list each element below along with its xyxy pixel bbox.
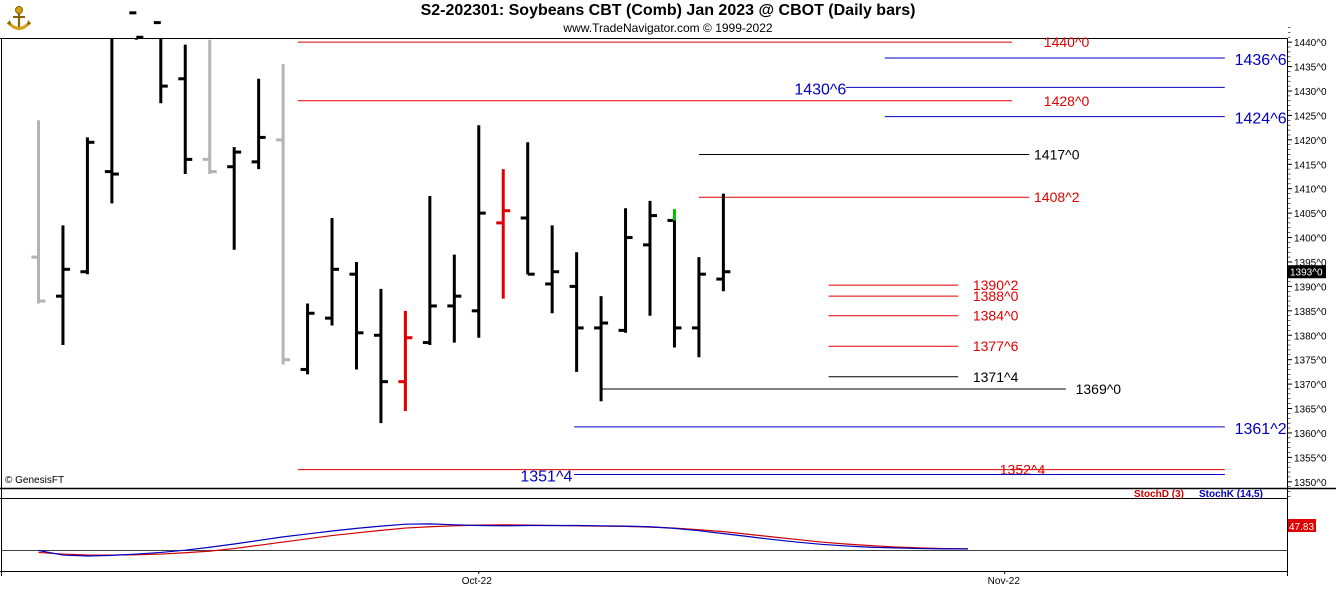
price-tick-label: 1365^0 [1294, 405, 1327, 416]
chart-title: S2-202301: Soybeans CBT (Comb) Jan 2023 … [420, 2, 916, 19]
price-axis: 1350^0 1355^0 1360^0 1365^0 1370^0 1375^0 1380… [1288, 27, 1327, 497]
ohlc-bar [202, 39, 217, 175]
price-tick-label: 1430^0 [1294, 87, 1327, 98]
price-tick-label: 1370^0 [1294, 380, 1327, 391]
last-price-label: 1393^0 [1290, 268, 1323, 279]
level-label: 1436^6 [1235, 52, 1287, 69]
price-tick-label: 1415^0 [1294, 160, 1327, 171]
stoch-legend-d: StochD (3) [1134, 489, 1184, 500]
level-label: 1369^0 [1076, 381, 1122, 397]
level-label: 1390^2 [973, 277, 1019, 293]
price-tick-label: 1435^0 [1294, 63, 1327, 74]
price-levels: 1440^0 1436^6 1430^6 1428^0 1424^6 1417^0 1408… [297, 34, 1287, 485]
ohlc-bar [398, 310, 413, 411]
ohlc-bar [300, 303, 315, 375]
ohlc-bar [227, 147, 242, 250]
price-tick-label: 1410^0 [1294, 185, 1327, 196]
level-label: 1351^4 [520, 468, 572, 485]
stoch-series-line [38, 524, 968, 556]
level-label: 1440^0 [1044, 34, 1090, 50]
price-tick-label: 1385^0 [1294, 307, 1327, 318]
price-tick-label: 1405^0 [1294, 209, 1327, 220]
ohlc-bar [691, 257, 706, 358]
price-tick-label: 1400^0 [1294, 234, 1327, 245]
level-label: 1377^6 [973, 338, 1019, 354]
price-tick-label: 1375^0 [1294, 356, 1327, 367]
ohlc-bar [594, 296, 609, 402]
ohlc-bar [31, 120, 46, 304]
stoch-last-badge [1288, 519, 1316, 532]
last-price-badge [1288, 265, 1326, 279]
ohlc-bar [104, 38, 119, 204]
level-label: 1424^6 [1235, 111, 1287, 128]
ohlc-bar [349, 261, 364, 370]
stoch-series-line [38, 523, 968, 557]
ohlc-bar [55, 225, 70, 346]
ohlc-bar [545, 225, 560, 314]
price-tick-label: 1390^0 [1294, 282, 1327, 293]
ohlc-bars [31, 11, 731, 424]
stochastic-panel: StochD (3) StochK (14,5) 47.83 [38, 489, 1316, 557]
frame [0, 38, 1336, 576]
ohlc-bar [496, 169, 511, 299]
level-label: 1352^4 [1000, 462, 1046, 478]
ohlc-bar [716, 193, 731, 292]
ohlc-bar [667, 218, 682, 348]
level-label: 1430^6 [794, 81, 846, 98]
copyright-label: © GenesisFT [5, 475, 64, 486]
ohlc-bar [153, 21, 168, 104]
ohlc-bar [325, 218, 340, 326]
ohlc-bar [373, 288, 388, 424]
level-label: 1417^0 [1034, 147, 1080, 163]
ohlc-bar [276, 64, 291, 365]
level-label: 1428^0 [1044, 93, 1090, 109]
ohlc-bar [618, 208, 633, 333]
price-tick-label: 1360^0 [1294, 429, 1327, 440]
ohlc-bar [80, 137, 95, 275]
time-tick-label: Nov-22 [988, 576, 1021, 587]
ohlc-bar [520, 142, 535, 276]
time-tick-label: Oct-22 [462, 576, 492, 587]
ohlc-bar [422, 196, 437, 346]
price-tick-label: 1395^0 [1294, 258, 1327, 269]
ohlc-bar [569, 252, 584, 372]
stoch-legend-k: StochK (14,5) [1199, 489, 1263, 500]
ohlc-bar [251, 78, 266, 170]
time-axis: Oct-22 Nov-22 [462, 571, 1021, 587]
level-label: 1361^2 [1235, 421, 1287, 438]
ohlc-bar [471, 125, 486, 338]
level-label: 1384^0 [973, 308, 1019, 324]
level-label: 1388^0 [973, 288, 1019, 304]
level-label: 1408^2 [1034, 189, 1080, 205]
ohlc-bar [129, 11, 144, 40]
price-tick-label: 1420^0 [1294, 136, 1327, 147]
level-label: 1371^4 [973, 369, 1019, 385]
ohlc-bar [178, 44, 193, 175]
price-tick-label: 1440^0 [1294, 38, 1327, 49]
stoch-last-label: 47.83 [1289, 522, 1314, 533]
price-tick-label: 1350^0 [1294, 478, 1327, 489]
ohlc-bar [447, 254, 462, 343]
chart-header: S2-202301: Soybeans CBT (Comb) Jan 2023 … [0, 0, 1336, 38]
price-tick-label: 1425^0 [1294, 111, 1327, 122]
price-tick-label: 1380^0 [1294, 331, 1327, 342]
trade-navigator-logo-icon [6, 6, 32, 30]
ohlc-bar [643, 200, 657, 316]
chart-subtitle: www.TradeNavigator.com © 1999-2022 [563, 21, 773, 35]
price-tick-label: 1355^0 [1294, 453, 1327, 464]
